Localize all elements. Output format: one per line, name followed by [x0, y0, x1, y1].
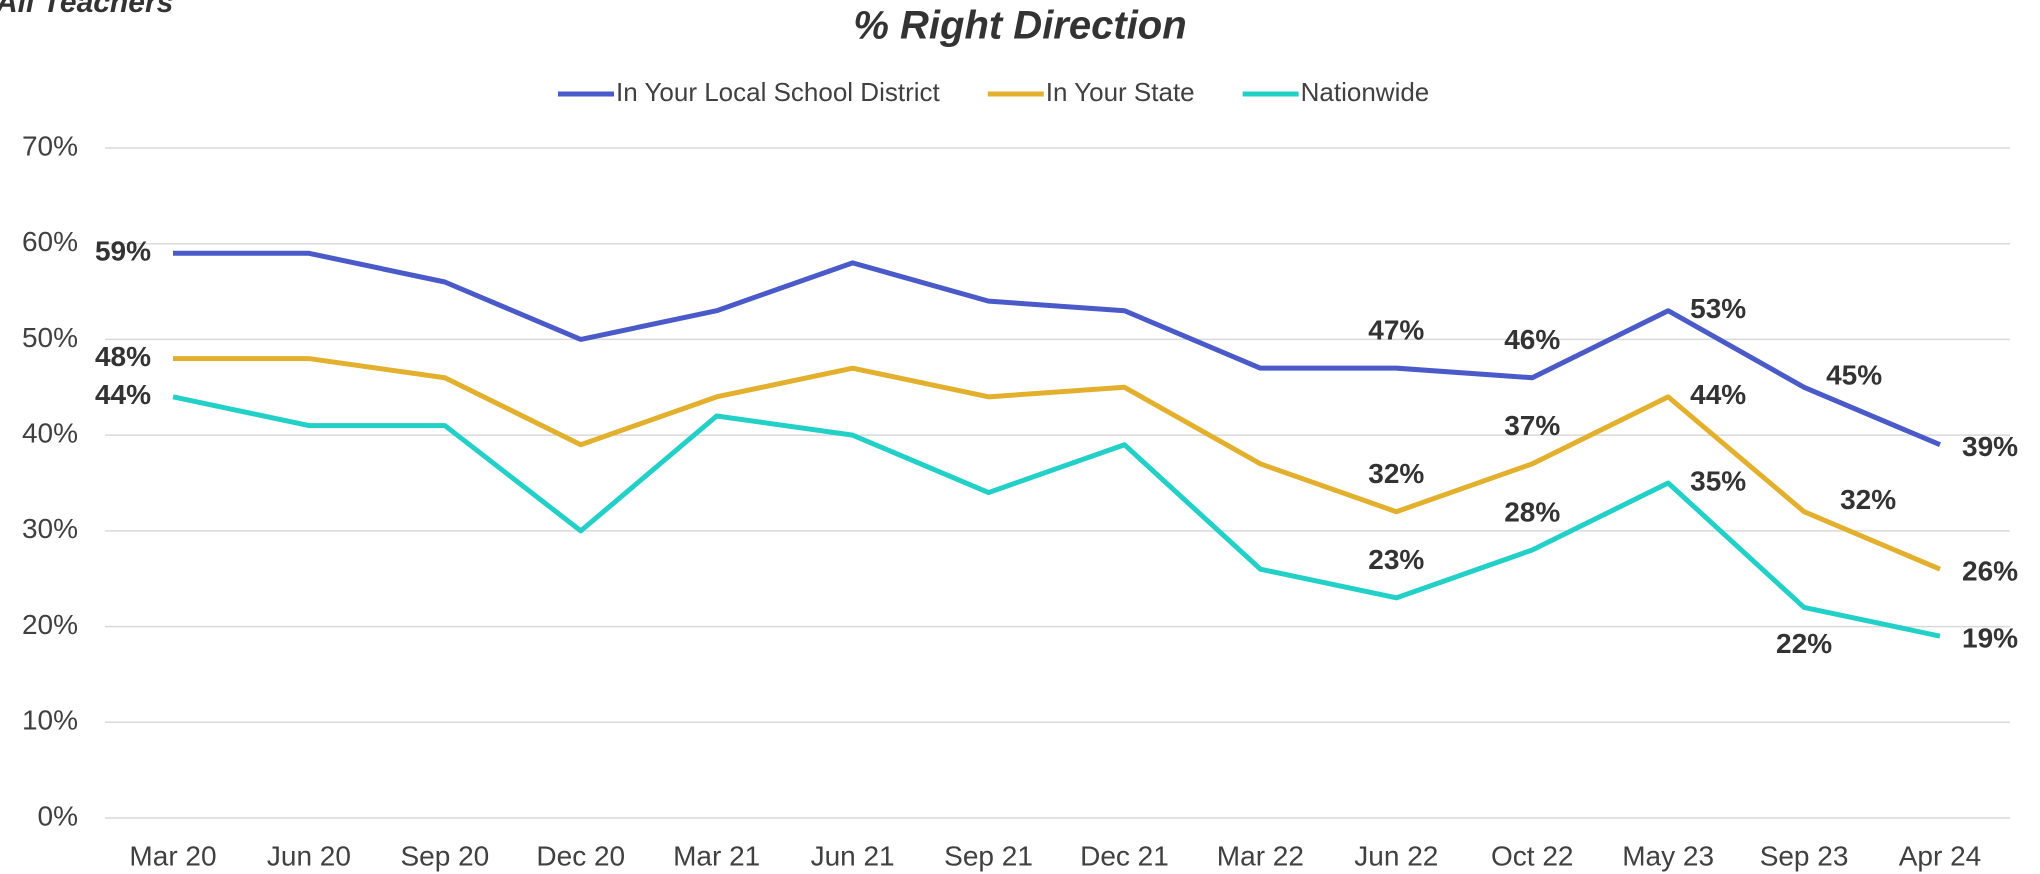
data-label: 26% [1962, 556, 2018, 587]
data-label: 32% [1368, 458, 1424, 489]
data-label: 19% [1962, 623, 2018, 654]
y-tick-label: 70% [22, 130, 78, 161]
x-tick-label: Jun 22 [1354, 840, 1438, 871]
data-label: 44% [1690, 379, 1746, 410]
data-label: 48% [95, 341, 151, 372]
x-tick-label: Sep 21 [944, 840, 1033, 871]
chart-title: % Right Direction [853, 4, 1186, 48]
data-label: 35% [1690, 465, 1746, 496]
x-tick-label: Sep 23 [1760, 840, 1849, 871]
data-label: 28% [1504, 496, 1560, 527]
x-tick-label: Dec 20 [536, 840, 625, 871]
series-line [173, 356, 1941, 572]
y-tick-label: 50% [22, 322, 78, 353]
data-label: 22% [1776, 628, 1832, 659]
data-label: 46% [1504, 324, 1560, 355]
data-label: 59% [95, 236, 151, 267]
x-tick-label: Mar 21 [673, 840, 760, 871]
data-label: 47% [1368, 315, 1424, 346]
series-line [173, 250, 1941, 448]
series-line [172, 394, 1941, 639]
legend-label: In Your Local School District [616, 77, 941, 107]
data-label: 53% [1690, 293, 1746, 324]
x-tick-label: Mar 20 [129, 840, 216, 871]
y-tick-label: 0% [38, 800, 78, 831]
data-label: 44% [95, 379, 151, 410]
x-tick-label: Sep 20 [400, 840, 489, 871]
x-tick-label: Jun 20 [267, 840, 351, 871]
data-label: 39% [1962, 431, 2018, 462]
y-tick-label: 40% [22, 418, 78, 449]
chart-subtitle: All Teachers [0, 0, 173, 19]
data-label: 32% [1840, 484, 1896, 515]
data-label: 37% [1504, 410, 1560, 441]
x-tick-label: May 23 [1622, 840, 1714, 871]
data-label: 45% [1826, 360, 1882, 391]
y-tick-label: 60% [22, 226, 78, 257]
data-label: 23% [1368, 544, 1424, 575]
y-tick-label: 20% [22, 609, 78, 640]
x-tick-label: Mar 22 [1217, 840, 1304, 871]
legend-label: In Your State [1046, 77, 1195, 107]
x-tick-label: Dec 21 [1080, 840, 1169, 871]
x-tick-label: Oct 22 [1491, 840, 1573, 871]
y-tick-label: 30% [22, 513, 78, 544]
y-tick-label: 10% [22, 705, 78, 736]
x-tick-label: Jun 21 [811, 840, 895, 871]
x-tick-label: Apr 24 [1899, 840, 1982, 871]
legend-label: Nationwide [1301, 77, 1430, 107]
